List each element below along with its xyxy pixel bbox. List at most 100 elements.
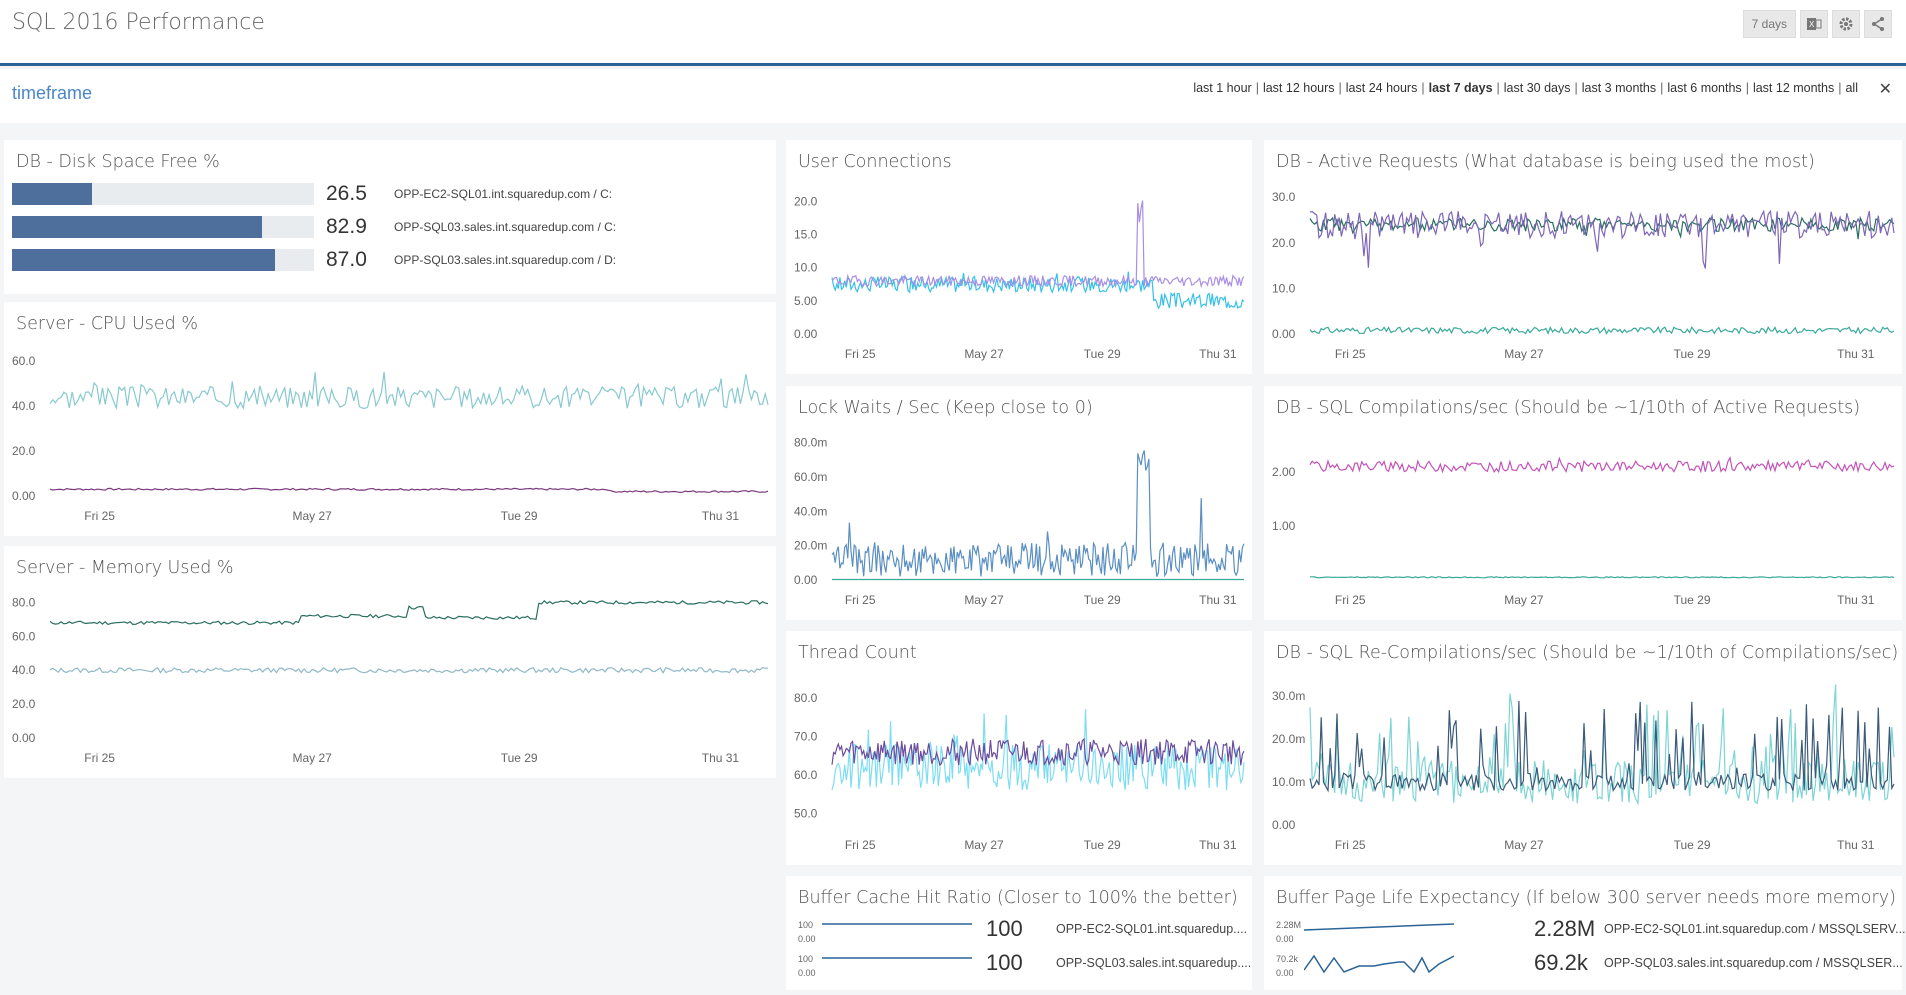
panel-title: Server - Memory Used % <box>16 558 234 578</box>
panel-title: DB - Active Requests (What database is b… <box>1276 152 1815 172</box>
x-tick-label: Thu 31 <box>1837 593 1875 607</box>
sparkline-min: 0.00 <box>1276 934 1294 944</box>
series-line <box>1309 325 1895 335</box>
timeframe-option[interactable]: last 6 months <box>1667 81 1742 95</box>
series-line <box>1309 209 1895 269</box>
x-tick-label: Fri 25 <box>1335 347 1366 361</box>
y-tick-label: 0.00 <box>1272 818 1296 832</box>
y-tick-label: 20.0m <box>794 539 827 553</box>
panel-title: User Connections <box>798 152 952 172</box>
x-tick-label: Tue 29 <box>1674 838 1711 852</box>
metric-value: 2.28M <box>1534 916 1596 941</box>
x-tick-label: Tue 29 <box>1674 347 1711 361</box>
bar-value: 82.9 <box>326 215 367 238</box>
sparkline-series <box>1304 954 1454 974</box>
timeframe-option[interactable]: last 7 days <box>1428 81 1493 95</box>
bar-track <box>12 216 314 238</box>
panel-title: Buffer Cache Hit Ratio (Closer to 100% t… <box>798 888 1238 908</box>
share-icon[interactable] <box>1864 10 1892 38</box>
x-tick-label: Tue 29 <box>1084 838 1121 852</box>
x-tick-label: May 27 <box>964 838 1004 852</box>
x-tick-label: Thu 31 <box>1199 593 1237 607</box>
y-tick-label: 10.0 <box>794 261 818 275</box>
y-tick-label: 60.0m <box>794 470 827 484</box>
x-tick-label: Thu 31 <box>1837 838 1875 852</box>
separator: | <box>1745 81 1749 95</box>
sparkline-series <box>1304 923 1454 931</box>
header: SQL 2016 Performance 7 days X <box>0 0 1906 66</box>
cpu-panel: Server - CPU Used % 60.0 40.0 20.0 0.00 Fri … <box>4 302 776 536</box>
disk-row[interactable]: 26.5 OPP-EC2-SQL01.int.squaredup.com / C: <box>12 182 612 206</box>
bar-fill <box>12 216 263 238</box>
thread-count-panel: Thread Count 80.0 70.0 60.0 50.0 Fri 25 May 2… <box>786 631 1252 865</box>
series-line <box>1310 576 1895 579</box>
x-tick-label: Thu 31 <box>702 751 740 765</box>
timeframe-option[interactable]: last 30 days <box>1503 81 1571 95</box>
y-tick-label: 10.0 <box>1272 281 1296 295</box>
timeframe-option[interactable]: last 12 hours <box>1262 81 1335 95</box>
panel-title: DB - SQL Re-Compilations/sec (Should be … <box>1276 643 1899 663</box>
metric-label: OPP-SQL03.sales.int.squaredup.... <box>1056 956 1252 970</box>
x-tick-label: Thu 31 <box>1199 347 1237 361</box>
y-tick-label: 0.00 <box>794 327 818 341</box>
timeframe-option[interactable]: last 12 months <box>1752 81 1835 95</box>
thread-count-chart: 80.0 70.0 60.0 50.0 Fri 25 May 27 Tue 29 Thu 31 <box>794 691 1245 852</box>
disk-space-panel: DB - Disk Space Free % 26.5 OPP-EC2-SQL01… <box>4 140 776 294</box>
x-tick-label: Fri 25 <box>845 593 876 607</box>
x-tick-label: Tue 29 <box>1674 593 1711 607</box>
sparkline-min: 0.00 <box>798 934 816 944</box>
y-tick-label: 80.0 <box>12 595 36 609</box>
x-tick-label: May 27 <box>1504 838 1544 852</box>
bar-label: OPP-EC2-SQL01.int.squaredup.com / C: <box>394 187 613 201</box>
y-tick-label: 30.0 <box>1272 190 1296 204</box>
x-tick-label: Tue 29 <box>501 751 538 765</box>
x-tick-label: Thu 31 <box>1837 347 1875 361</box>
y-tick-label: 60.0 <box>12 354 36 368</box>
timeframe-option[interactable]: last 3 months <box>1581 81 1657 95</box>
panel-title: DB - Disk Space Free % <box>16 152 220 172</box>
series-line <box>49 600 769 626</box>
close-icon[interactable]: ✕ <box>1878 81 1892 98</box>
metric-value: 100 <box>986 916 1023 941</box>
disk-row[interactable]: 82.9 OPP-SQL03.sales.int.squaredup.com / … <box>12 215 616 239</box>
timeframe-option[interactable]: all <box>1845 81 1858 95</box>
buffer-cache-panel: Buffer Cache Hit Ratio (Closer to 100% t… <box>786 876 1252 990</box>
timeframe-options: last 1 hour | last 12 hours | last 24 hours |… <box>1193 81 1858 95</box>
connections-chart: 20.0 15.0 10.0 5.00 0.00 Fri 25 May 27 Tue 29 Th… <box>794 194 1245 361</box>
bar-label: OPP-SQL03.sales.int.squaredup.com / D: <box>394 253 617 267</box>
bar-fill <box>12 183 93 205</box>
compilations-chart: 2.00 1.00 Fri 25 May 27 Tue 29 Thu 31 <box>1272 455 1895 607</box>
x-tick-label: Thu 31 <box>702 509 740 523</box>
y-tick-label: 20.0 <box>12 444 36 458</box>
compilations-panel: DB - SQL Compilations/sec (Should be ~1/… <box>1264 386 1902 620</box>
sparkline <box>822 923 972 925</box>
series-line <box>1309 684 1895 806</box>
range-button[interactable]: 7 days <box>1742 10 1796 38</box>
sparkline <box>1304 954 1454 974</box>
lock-waits-panel: Lock Waits / Sec (Keep close to 0) 80.0m… <box>786 386 1252 620</box>
toolbar: 7 days X <box>1742 10 1892 38</box>
x-tick-label: Fri 25 <box>845 347 876 361</box>
x-tick-label: Tue 29 <box>501 509 538 523</box>
sparkline-min: 0.00 <box>1276 968 1294 978</box>
y-tick-label: 20.0 <box>12 697 36 711</box>
separator: | <box>1838 81 1842 95</box>
timeframe-option[interactable]: last 1 hour <box>1193 81 1252 95</box>
timeframe-bar: timeframe last 1 hour | last 12 hours | last… <box>0 69 1906 123</box>
gear-icon[interactable] <box>1832 10 1860 38</box>
y-tick-label: 50.0 <box>794 806 818 820</box>
series-line <box>1309 215 1895 240</box>
sparkline <box>1304 923 1454 931</box>
series-line <box>1309 455 1895 474</box>
timeframe-option[interactable]: last 24 hours <box>1345 81 1418 95</box>
excel-icon[interactable]: X <box>1800 10 1828 38</box>
series-line <box>831 450 1245 578</box>
y-tick-label: 70.0 <box>794 730 818 744</box>
panel-title: Server - CPU Used % <box>16 314 198 334</box>
disk-row[interactable]: 87.0 OPP-SQL03.sales.int.squaredup.com / … <box>12 248 616 272</box>
y-tick-label: 20.0 <box>794 194 818 208</box>
y-tick-label: 0.00 <box>794 573 818 587</box>
separator: | <box>1255 81 1259 95</box>
y-tick-label: 20.0 <box>1272 236 1296 250</box>
x-tick-label: May 27 <box>964 593 1004 607</box>
